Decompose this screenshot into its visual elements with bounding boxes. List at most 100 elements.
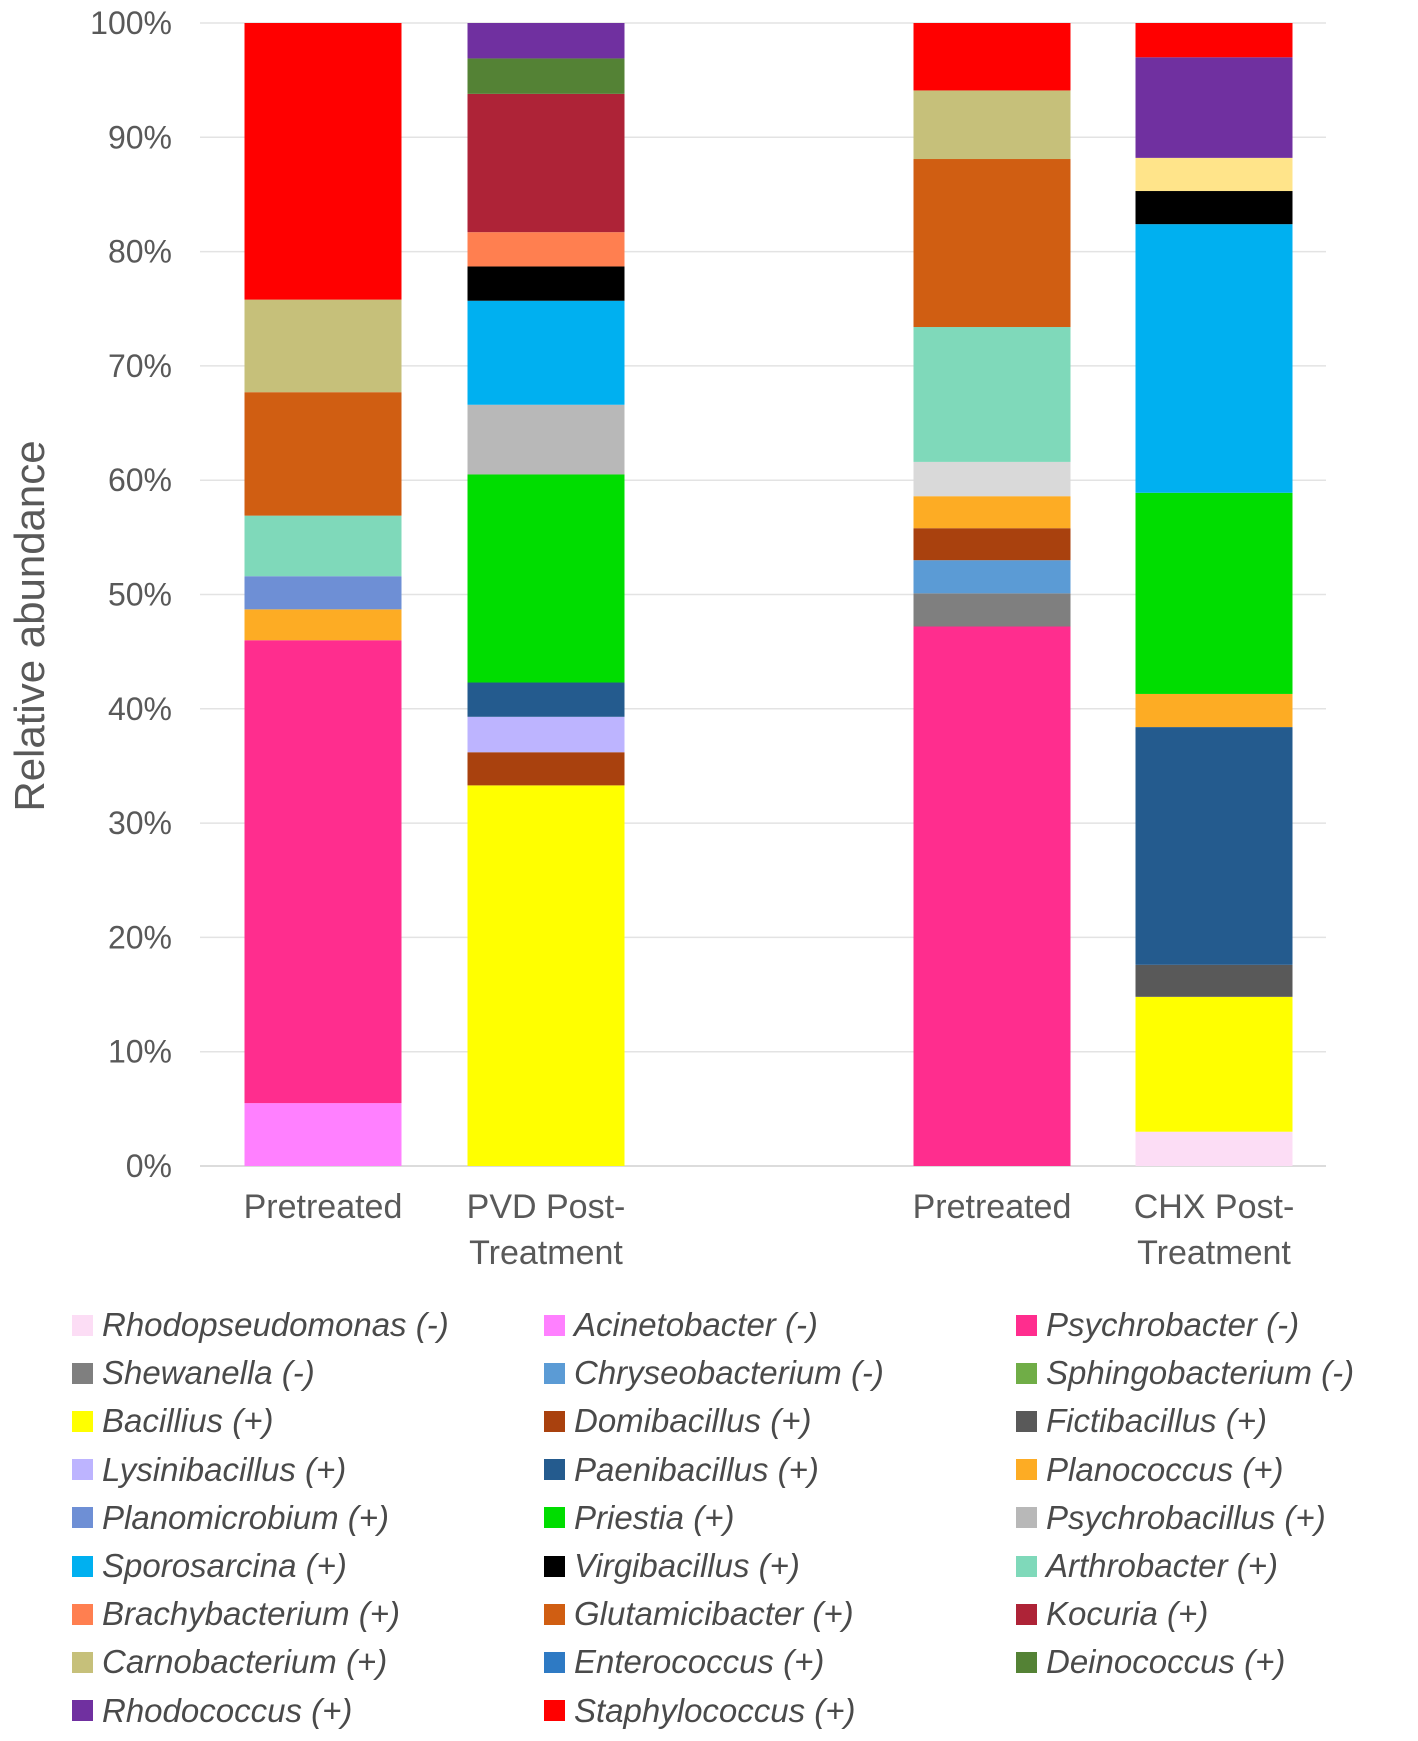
bar-stack (244, 23, 402, 1166)
y-tick-label: 20% (108, 919, 172, 955)
legend-label: Paenibacillus (+) (574, 1450, 819, 1488)
y-tick-label: 90% (108, 119, 172, 155)
y-tick-label: 40% (108, 691, 172, 727)
legend-label: Shewanella (-) (102, 1354, 315, 1392)
legend-item: Bacillius (+) (72, 1399, 273, 1443)
legend-label: Rhodopseudomonas (-) (102, 1306, 449, 1343)
y-tick-label: 60% (108, 462, 172, 498)
legend-swatch (1016, 1459, 1037, 1481)
x-tick-label: Pretreated (244, 1188, 403, 1226)
bar-segment (1135, 57, 1293, 158)
legend-item: Virgibacillus (+) (544, 1544, 800, 1588)
legend-item: Fictibacillus (+) (1016, 1399, 1267, 1443)
legend-swatch (1016, 1603, 1037, 1625)
bar-stack (913, 23, 1071, 1166)
legend-item: Carnobacterium (+) (72, 1640, 387, 1684)
legend-label: Psychrobacillus (+) (1046, 1498, 1326, 1536)
bar-segment (467, 404, 625, 475)
legend-item: Staphylococcus (+) (544, 1689, 856, 1733)
bar-segment (913, 626, 1071, 1166)
y-tick-label: 10% (108, 1034, 172, 1070)
legend-label: Brachybacterium (+) (102, 1595, 401, 1633)
legend-swatch (72, 1555, 93, 1577)
legend-swatch (544, 1507, 565, 1529)
bar-segment (913, 327, 1071, 462)
legend-label: Staphylococcus (+) (574, 1691, 856, 1729)
legend-swatch (72, 1459, 93, 1481)
legend-label: Enterococcus (+) (574, 1643, 825, 1681)
bar-segment (467, 716, 625, 753)
legend-item: Psychrobacillus (+) (1016, 1496, 1326, 1540)
legend-label: Arthrobacter (+) (1046, 1547, 1278, 1584)
y-tick-label: 70% (108, 348, 172, 384)
bar-segment (1135, 23, 1293, 58)
bar-segment (913, 90, 1071, 160)
y-tick-label: 80% (108, 234, 172, 270)
legend-item: Paenibacillus (+) (544, 1448, 819, 1492)
legend-swatch (544, 1459, 565, 1481)
legend-swatch (1016, 1410, 1037, 1432)
legend-item: Priestia (+) (544, 1496, 734, 1540)
legend-item: Shewanella (-) (72, 1351, 315, 1395)
legend-item: Sporosarcina (+) (72, 1544, 347, 1588)
legend-item: Sphingobacterium (-) (1016, 1351, 1354, 1395)
legend-item: Chryseobacterium (-) (544, 1351, 884, 1395)
legend-label: Lysinibacillus (+) (102, 1450, 347, 1488)
legend-item: Arthrobacter (+) (1016, 1544, 1278, 1588)
legend-label: Carnobacterium (+) (102, 1643, 388, 1681)
bar-segment (1135, 693, 1293, 728)
bar-segment (244, 392, 402, 516)
bar-segment (913, 560, 1071, 594)
legend-item: Acinetobacter (-) (544, 1303, 818, 1347)
legend-item: Lysinibacillus (+) (72, 1448, 346, 1492)
y-tick-label: 100% (90, 5, 172, 41)
bar-stack (467, 23, 625, 1166)
legend-swatch (544, 1410, 565, 1432)
bar-segment (1135, 964, 1293, 997)
bar-segment (244, 515, 402, 577)
legend-label: Rhodococcus (+) (102, 1691, 353, 1729)
bar-segment (244, 609, 402, 641)
legend-label: Chryseobacterium (-) (574, 1354, 884, 1392)
legend-item: Rhodopseudomonas (-) (72, 1303, 449, 1347)
y-tick-label: 30% (108, 805, 172, 841)
bar-segment (467, 785, 625, 1166)
legend-swatch (72, 1603, 93, 1625)
legend-swatch (72, 1651, 93, 1673)
bars (244, 23, 1293, 1166)
legend-item: Planomicrobium (+) (72, 1496, 389, 1540)
bar-segment (467, 300, 625, 405)
legend-item: Domibacillus (+) (544, 1399, 811, 1443)
legend-label: Deinococcus (+) (1046, 1643, 1286, 1681)
legend-swatch (544, 1314, 565, 1336)
legend-label: Kocuria (+) (1046, 1595, 1209, 1633)
legend-swatch (544, 1700, 565, 1722)
legend-label: Fictibacillus (+) (1046, 1402, 1267, 1440)
legend-label: Domibacillus (+) (574, 1402, 812, 1440)
legend-item: Kocuria (+) (1016, 1592, 1208, 1636)
legend-swatch (1016, 1555, 1037, 1577)
bar-stack (1135, 23, 1293, 1166)
bar-segment (1135, 996, 1293, 1132)
bar-segment (244, 1103, 402, 1166)
legend-label: Bacillius (+) (102, 1402, 274, 1440)
legend-item: Brachybacterium (+) (72, 1592, 400, 1636)
bar-segment (913, 461, 1071, 497)
bar-segment (1135, 224, 1293, 493)
legend-item: Enterococcus (+) (544, 1640, 824, 1684)
bar-segment (467, 266, 625, 301)
y-axis-ticks: 0% 10% 20% 30% 40% 50% 60% 70% 80% 90% 100% (90, 5, 172, 1184)
legend-swatch (1016, 1651, 1037, 1673)
legend-swatch (1016, 1362, 1037, 1384)
bar-segment (467, 474, 625, 683)
y-tick-label: 0% (126, 1148, 172, 1184)
bar-segment (467, 93, 625, 233)
legend-swatch (544, 1362, 565, 1384)
bar-segment (913, 23, 1071, 91)
legend-swatch (72, 1362, 93, 1384)
legend-swatch (72, 1700, 93, 1722)
legend-swatch (72, 1507, 93, 1529)
legend-item: Planococcus (+) (1016, 1448, 1284, 1492)
bar-segment (1135, 1131, 1293, 1166)
bar-segment (1135, 727, 1293, 965)
